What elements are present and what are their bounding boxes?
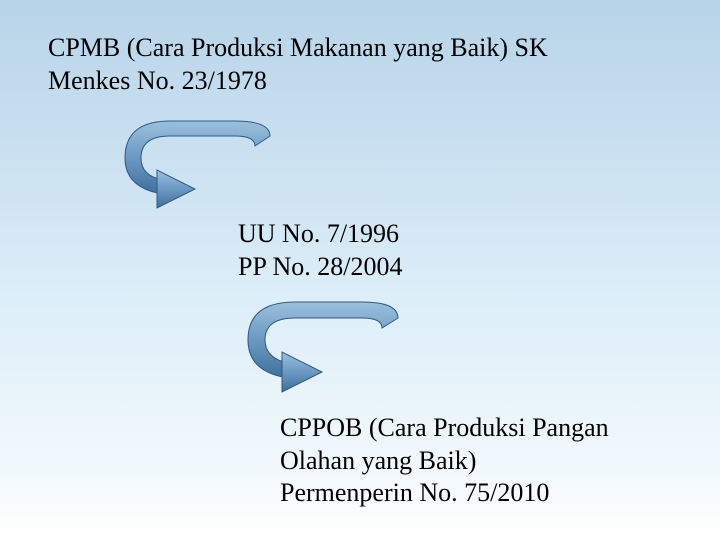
top-line1: CPMB (Cara Produksi Makanan yang Baik) S… <box>48 32 668 65</box>
bottom-line2: Olahan yang Baik) <box>280 445 700 478</box>
curved-arrow-2 <box>240 298 410 398</box>
text-block-top: CPMB (Cara Produksi Makanan yang Baik) S… <box>48 32 668 97</box>
bottom-line1: CPPOB (Cara Produksi Pangan <box>280 412 700 445</box>
text-block-bottom: CPPOB (Cara Produksi Pangan Olahan yang … <box>280 412 700 510</box>
text-block-middle: UU No. 7/1996 PP No. 28/2004 <box>238 218 402 283</box>
middle-line2: PP No. 28/2004 <box>238 251 402 284</box>
top-line2: Menkes No. 23/1978 <box>48 65 668 98</box>
curved-arrow-1 <box>115 118 285 213</box>
slide: CPMB (Cara Produksi Makanan yang Baik) S… <box>0 0 720 540</box>
middle-line1: UU No. 7/1996 <box>238 218 402 251</box>
bottom-line3: Permenperin No. 75/2010 <box>280 477 700 510</box>
